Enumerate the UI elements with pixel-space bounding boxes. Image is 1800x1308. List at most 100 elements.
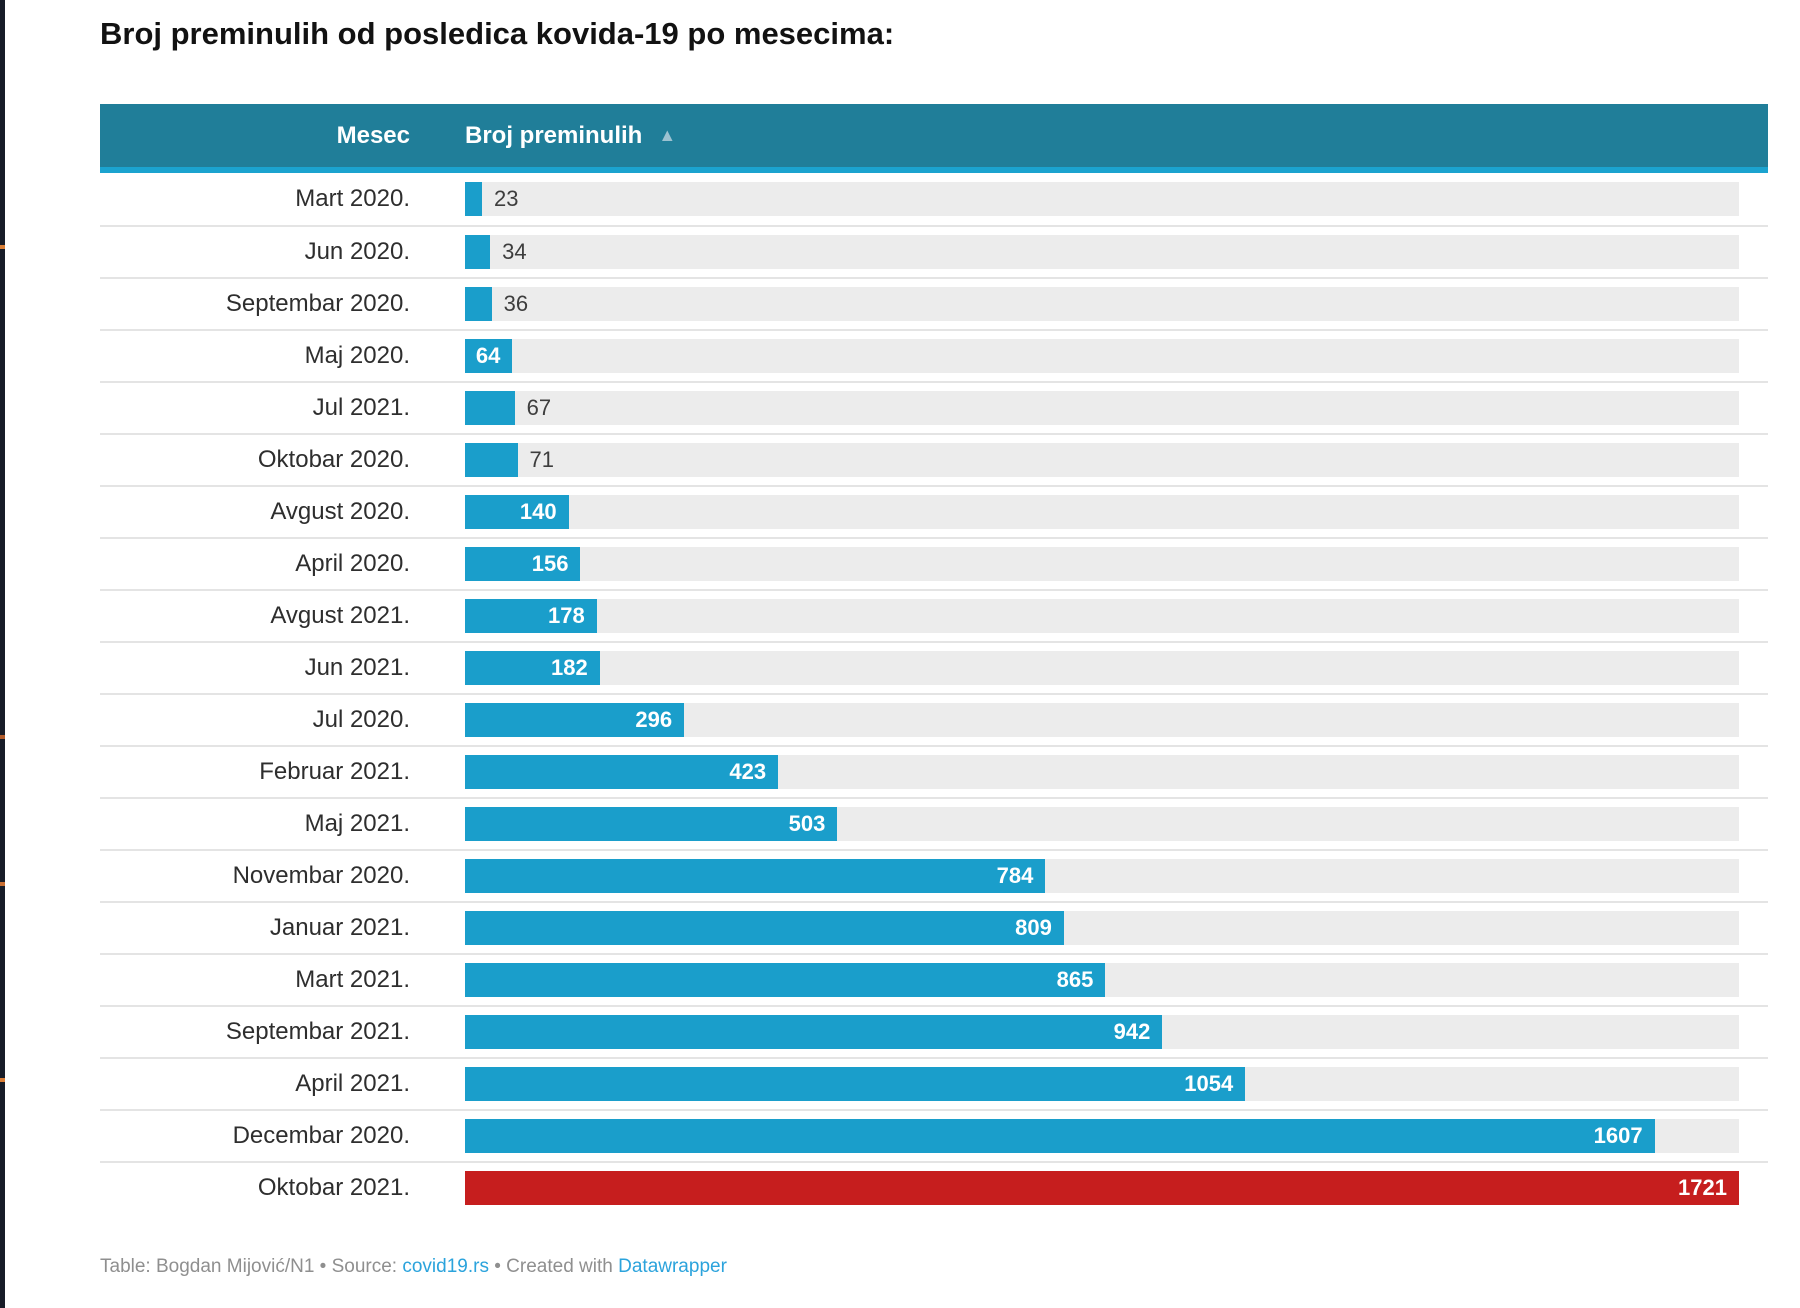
value-label: 156 [531, 551, 569, 576]
table-body: Mart 2020. 23 Jun 2020. 34 Septembar 2020. 36… [100, 173, 1768, 1213]
table-row: Maj 2020. 64 [100, 329, 1768, 381]
bar: 809 [465, 911, 1064, 945]
bar-track: 1054 [465, 1067, 1739, 1101]
value-label: 942 [1113, 1019, 1151, 1044]
bar-track: 64 [465, 339, 1739, 373]
column-header-value-label: Broj preminulih [465, 121, 643, 149]
bar-track: 1721 [465, 1171, 1739, 1205]
table-row: Mart 2020. 23 [100, 173, 1768, 225]
table-row: April 2021. 1054 [100, 1057, 1768, 1109]
sort-ascending-icon[interactable]: ▲ [658, 125, 677, 145]
background-window-edge [0, 0, 5, 1308]
bar-track: 23 [465, 182, 1739, 216]
bar: 503 [465, 807, 838, 841]
month-label: Avgust 2021. [270, 602, 410, 629]
bar-track: 34 [465, 235, 1739, 269]
value-label: 34 [502, 239, 527, 264]
month-label: Oktobar 2021. [257, 1174, 410, 1201]
table-row: Avgust 2020. 140 [100, 485, 1768, 537]
attribution-footer: Table: Bogdan Mijović/N1 • Source: covid… [100, 1256, 727, 1278]
bar-track: 36 [465, 287, 1739, 321]
bar: 140 [465, 495, 569, 529]
bar-track: 140 [465, 495, 1739, 529]
value-label: 1607 [1593, 1123, 1643, 1148]
table-row: Januar 2021. 809 [100, 901, 1768, 953]
month-label: Jun 2020. [304, 238, 410, 265]
table-row: Jun 2021. 182 [100, 641, 1768, 693]
bar: 423 [465, 755, 779, 789]
bar: 178 [465, 599, 597, 633]
table-row: Decembar 2020. 1607 [100, 1109, 1768, 1161]
column-header-month[interactable]: Mesec [336, 121, 410, 149]
value-label: 1721 [1678, 1175, 1727, 1200]
value-label: 67 [526, 395, 552, 420]
month-label: April 2021. [295, 1070, 410, 1097]
bar [465, 287, 492, 321]
datawrapper-link[interactable]: Datawrapper [618, 1256, 727, 1277]
bar-track: 809 [465, 911, 1739, 945]
value-label: 64 [475, 343, 501, 368]
value-label: 503 [788, 811, 826, 836]
month-label: Jul 2020. [312, 706, 410, 733]
bar-track: 1607 [465, 1119, 1739, 1153]
month-label: Mart 2021. [295, 966, 410, 993]
table-header-row: Mesec Broj preminulih ▲ [100, 104, 1768, 173]
page-title: Broj preminulih od posledica kovida-19 p… [100, 16, 895, 51]
value-label: 182 [551, 655, 588, 680]
value-label: 784 [996, 863, 1034, 888]
bar-track: 503 [465, 807, 1739, 841]
bar [465, 443, 518, 477]
table-row: Septembar 2021. 942 [100, 1005, 1768, 1057]
value-label: 178 [548, 603, 585, 628]
table-row: Jun 2020. 34 [100, 225, 1768, 277]
month-label: Jun 2021. [304, 654, 410, 681]
month-label: Decembar 2020. [232, 1122, 410, 1149]
bar-track: 71 [465, 443, 1739, 477]
data-table: Mesec Broj preminulih ▲ Mart 2020. 23 Jun … [100, 104, 1768, 1213]
bar: 1607 [465, 1119, 1655, 1153]
bar-track: 178 [465, 599, 1739, 633]
bar: 64 [465, 339, 513, 373]
window-edge-pixel [0, 882, 5, 886]
value-label: 296 [635, 707, 673, 732]
table-row: Oktobar 2021. 1721 [100, 1161, 1768, 1213]
value-label: 36 [503, 291, 529, 316]
table-row: Novembar 2020. 784 [100, 849, 1768, 901]
table-row: Februar 2021. 423 [100, 745, 1768, 797]
source-link[interactable]: covid19.rs [402, 1256, 489, 1277]
bar-track: 156 [465, 547, 1739, 581]
bar: 865 [465, 963, 1106, 997]
bar-track: 784 [465, 859, 1739, 893]
table-row: Jul 2021. 67 [100, 381, 1768, 433]
table-row: Oktobar 2020. 71 [100, 433, 1768, 485]
bar-track: 182 [465, 651, 1739, 685]
month-label: Septembar 2021. [225, 1018, 410, 1045]
month-label: Februar 2021. [259, 758, 410, 785]
month-label: Maj 2020. [304, 342, 410, 369]
month-label: April 2020. [295, 550, 410, 577]
value-label: 1054 [1184, 1071, 1234, 1096]
month-label: Maj 2021. [304, 810, 410, 837]
table-row: Mart 2021. 865 [100, 953, 1768, 1005]
month-label: Jul 2021. [312, 394, 410, 421]
month-label: Oktobar 2020. [257, 446, 410, 473]
bar [465, 235, 491, 269]
table-row: Jul 2020. 296 [100, 693, 1768, 745]
month-label: Januar 2021. [269, 914, 410, 941]
month-label: Septembar 2020. [225, 290, 410, 317]
column-header-value[interactable]: Broj preminulih ▲ [465, 122, 676, 150]
value-label: 23 [494, 186, 519, 211]
bar: 156 [465, 547, 581, 581]
bar-track: 67 [465, 391, 1739, 425]
value-label: 140 [519, 499, 557, 524]
table-row: Maj 2021. 503 [100, 797, 1768, 849]
bar-track: 296 [465, 703, 1739, 737]
bar: 182 [465, 651, 600, 685]
bar [465, 391, 515, 425]
bar-highlighted: 1721 [465, 1171, 1739, 1205]
value-label: 865 [1056, 967, 1094, 992]
footer-text: • Created with [488, 1256, 619, 1277]
month-label: Avgust 2020. [270, 498, 410, 525]
table-row: Septembar 2020. 36 [100, 277, 1768, 329]
